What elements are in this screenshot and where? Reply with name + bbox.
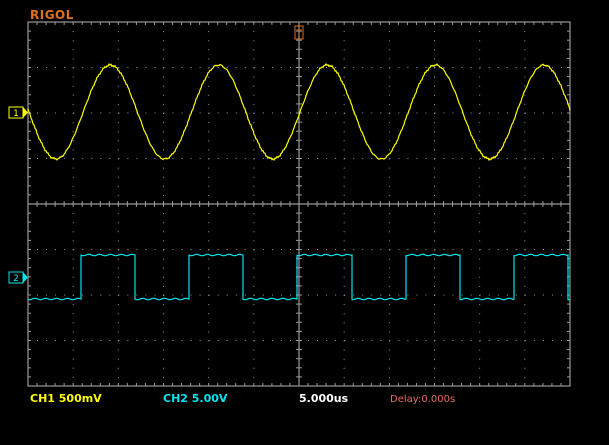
trigger-position-marker: T <box>294 25 304 40</box>
ch1-ground-marker[interactable]: 1 <box>8 106 28 119</box>
ch1-marker-label: 1 <box>13 109 19 119</box>
ch2-marker-label: 2 <box>13 274 19 284</box>
delay-readout: Delay:0.000s <box>390 394 456 405</box>
ch1-waveform <box>27 62 571 162</box>
ch2-waveform <box>27 253 571 301</box>
ch2-scale-readout[interactable]: CH2 5.00V <box>163 392 228 405</box>
trigger-marker-label: T <box>295 29 302 39</box>
timebase-readout[interactable]: 5.000us <box>299 392 349 405</box>
ch1-scale-readout[interactable]: CH1 500mV <box>30 392 102 405</box>
graticule <box>27 21 571 387</box>
ch2-ground-marker[interactable]: 2 <box>8 271 28 284</box>
brand-logo: RIGOL <box>30 8 74 22</box>
